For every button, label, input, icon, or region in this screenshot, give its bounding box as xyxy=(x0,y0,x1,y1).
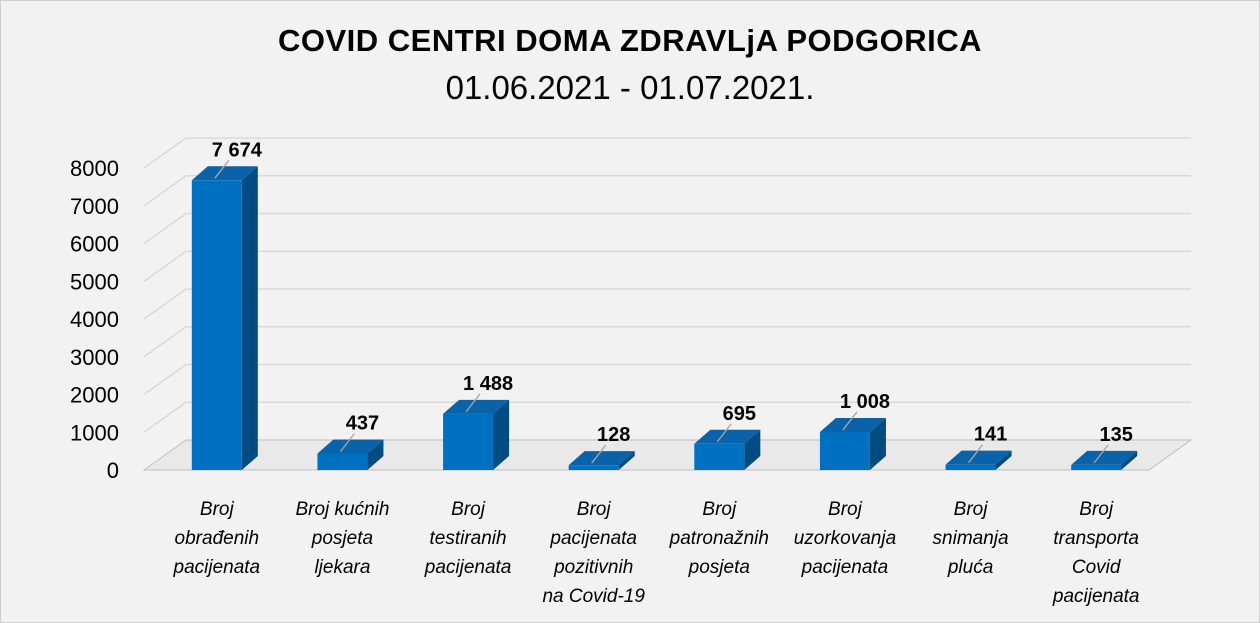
category-label: patronažnih xyxy=(669,528,769,549)
category-label: posjeta xyxy=(688,557,750,578)
data-label-leader xyxy=(716,423,732,443)
data-label: 7 674 xyxy=(212,139,263,161)
bar-side xyxy=(618,451,635,470)
bar xyxy=(443,413,494,470)
bar xyxy=(819,431,870,470)
category-label: pluća xyxy=(947,557,993,578)
category-label: Broj xyxy=(451,499,486,520)
y-tick-label: 1000 xyxy=(70,420,119,445)
bar-top xyxy=(694,429,761,444)
bar-top xyxy=(443,399,510,414)
y-tick-label: 5000 xyxy=(70,269,119,294)
bar xyxy=(694,443,745,470)
category-label: pacijenata xyxy=(173,557,261,578)
category-label: pacijenata xyxy=(549,528,637,549)
y-tick-label: 6000 xyxy=(70,232,119,257)
bar-side xyxy=(869,417,886,470)
data-label: 141 xyxy=(974,424,1007,446)
data-label-leader xyxy=(339,433,355,452)
category-label: pozitivnih xyxy=(553,557,633,578)
data-label-leader xyxy=(842,411,858,431)
category-label: obrađenih xyxy=(175,528,260,549)
data-label-leader xyxy=(465,393,481,413)
bar-side xyxy=(241,166,258,470)
category-label: na Covid-19 xyxy=(542,586,645,607)
bar xyxy=(1071,464,1122,470)
gridline-side xyxy=(143,212,187,245)
data-label: 695 xyxy=(723,403,756,425)
gridline-side xyxy=(143,288,187,320)
category-label: Broj xyxy=(1079,499,1114,520)
data-label-leader xyxy=(1093,444,1109,464)
bar-top xyxy=(317,439,384,454)
category-label: pacijenata xyxy=(801,557,889,578)
category-label: Covid xyxy=(1072,557,1122,578)
category-label: Broj kućnih xyxy=(295,499,389,520)
category-label: Broj xyxy=(702,499,737,520)
gridline-side xyxy=(143,326,187,358)
bar xyxy=(568,465,619,470)
gridline-side xyxy=(143,137,187,169)
gridline-side xyxy=(143,175,187,207)
y-tick-label: 8000 xyxy=(70,156,119,181)
bar-top xyxy=(191,166,258,181)
gridline-side xyxy=(143,363,187,396)
category-label: Broj xyxy=(828,499,863,520)
bar-side xyxy=(493,399,510,470)
data-label-leader xyxy=(968,444,984,464)
data-label: 1 488 xyxy=(463,373,513,395)
chart-subtitle: 01.06.2021 - 01.07.2021. xyxy=(445,69,815,106)
category-label: snimanja xyxy=(933,528,1009,549)
category-label: Broj xyxy=(577,499,612,520)
bar-top xyxy=(819,417,886,432)
floor xyxy=(142,439,1193,471)
data-label-leader xyxy=(214,159,230,179)
category-label: Broj xyxy=(200,499,235,520)
y-tick-label: 2000 xyxy=(70,383,119,408)
category-label: pacijenata xyxy=(1052,586,1140,607)
y-tick-label: 4000 xyxy=(70,307,119,332)
y-tick-label: 3000 xyxy=(70,345,119,370)
category-label: pacijenata xyxy=(424,557,512,578)
bar-side xyxy=(995,450,1012,470)
bar xyxy=(317,453,368,470)
chart-title: COVID CENTRI DOMA ZDRAVLjA PODGORICA xyxy=(277,23,982,58)
gridline-side xyxy=(143,401,187,433)
data-label-leader xyxy=(591,444,607,464)
data-label: 135 xyxy=(1100,424,1133,446)
data-label: 128 xyxy=(597,424,630,446)
category-label: uzorkovanja xyxy=(794,528,896,549)
gridline-side xyxy=(143,250,187,282)
bar-side xyxy=(1121,450,1138,470)
category-label: ljekara xyxy=(314,557,370,578)
y-tick-label: 0 xyxy=(107,458,119,483)
category-label: transporta xyxy=(1053,528,1139,549)
bar xyxy=(191,180,242,470)
bar-top xyxy=(1071,450,1138,465)
category-label: Broj xyxy=(954,499,989,520)
bar-top xyxy=(568,451,635,466)
category-label: posjeta xyxy=(311,528,373,549)
bar-side xyxy=(744,429,761,470)
bar-top xyxy=(945,450,1012,465)
bar-side xyxy=(367,439,384,470)
data-label: 437 xyxy=(346,413,379,435)
data-label: 1 008 xyxy=(840,391,890,413)
category-label: testiranih xyxy=(430,528,507,549)
bar xyxy=(945,464,996,470)
y-tick-label: 7000 xyxy=(70,194,119,219)
